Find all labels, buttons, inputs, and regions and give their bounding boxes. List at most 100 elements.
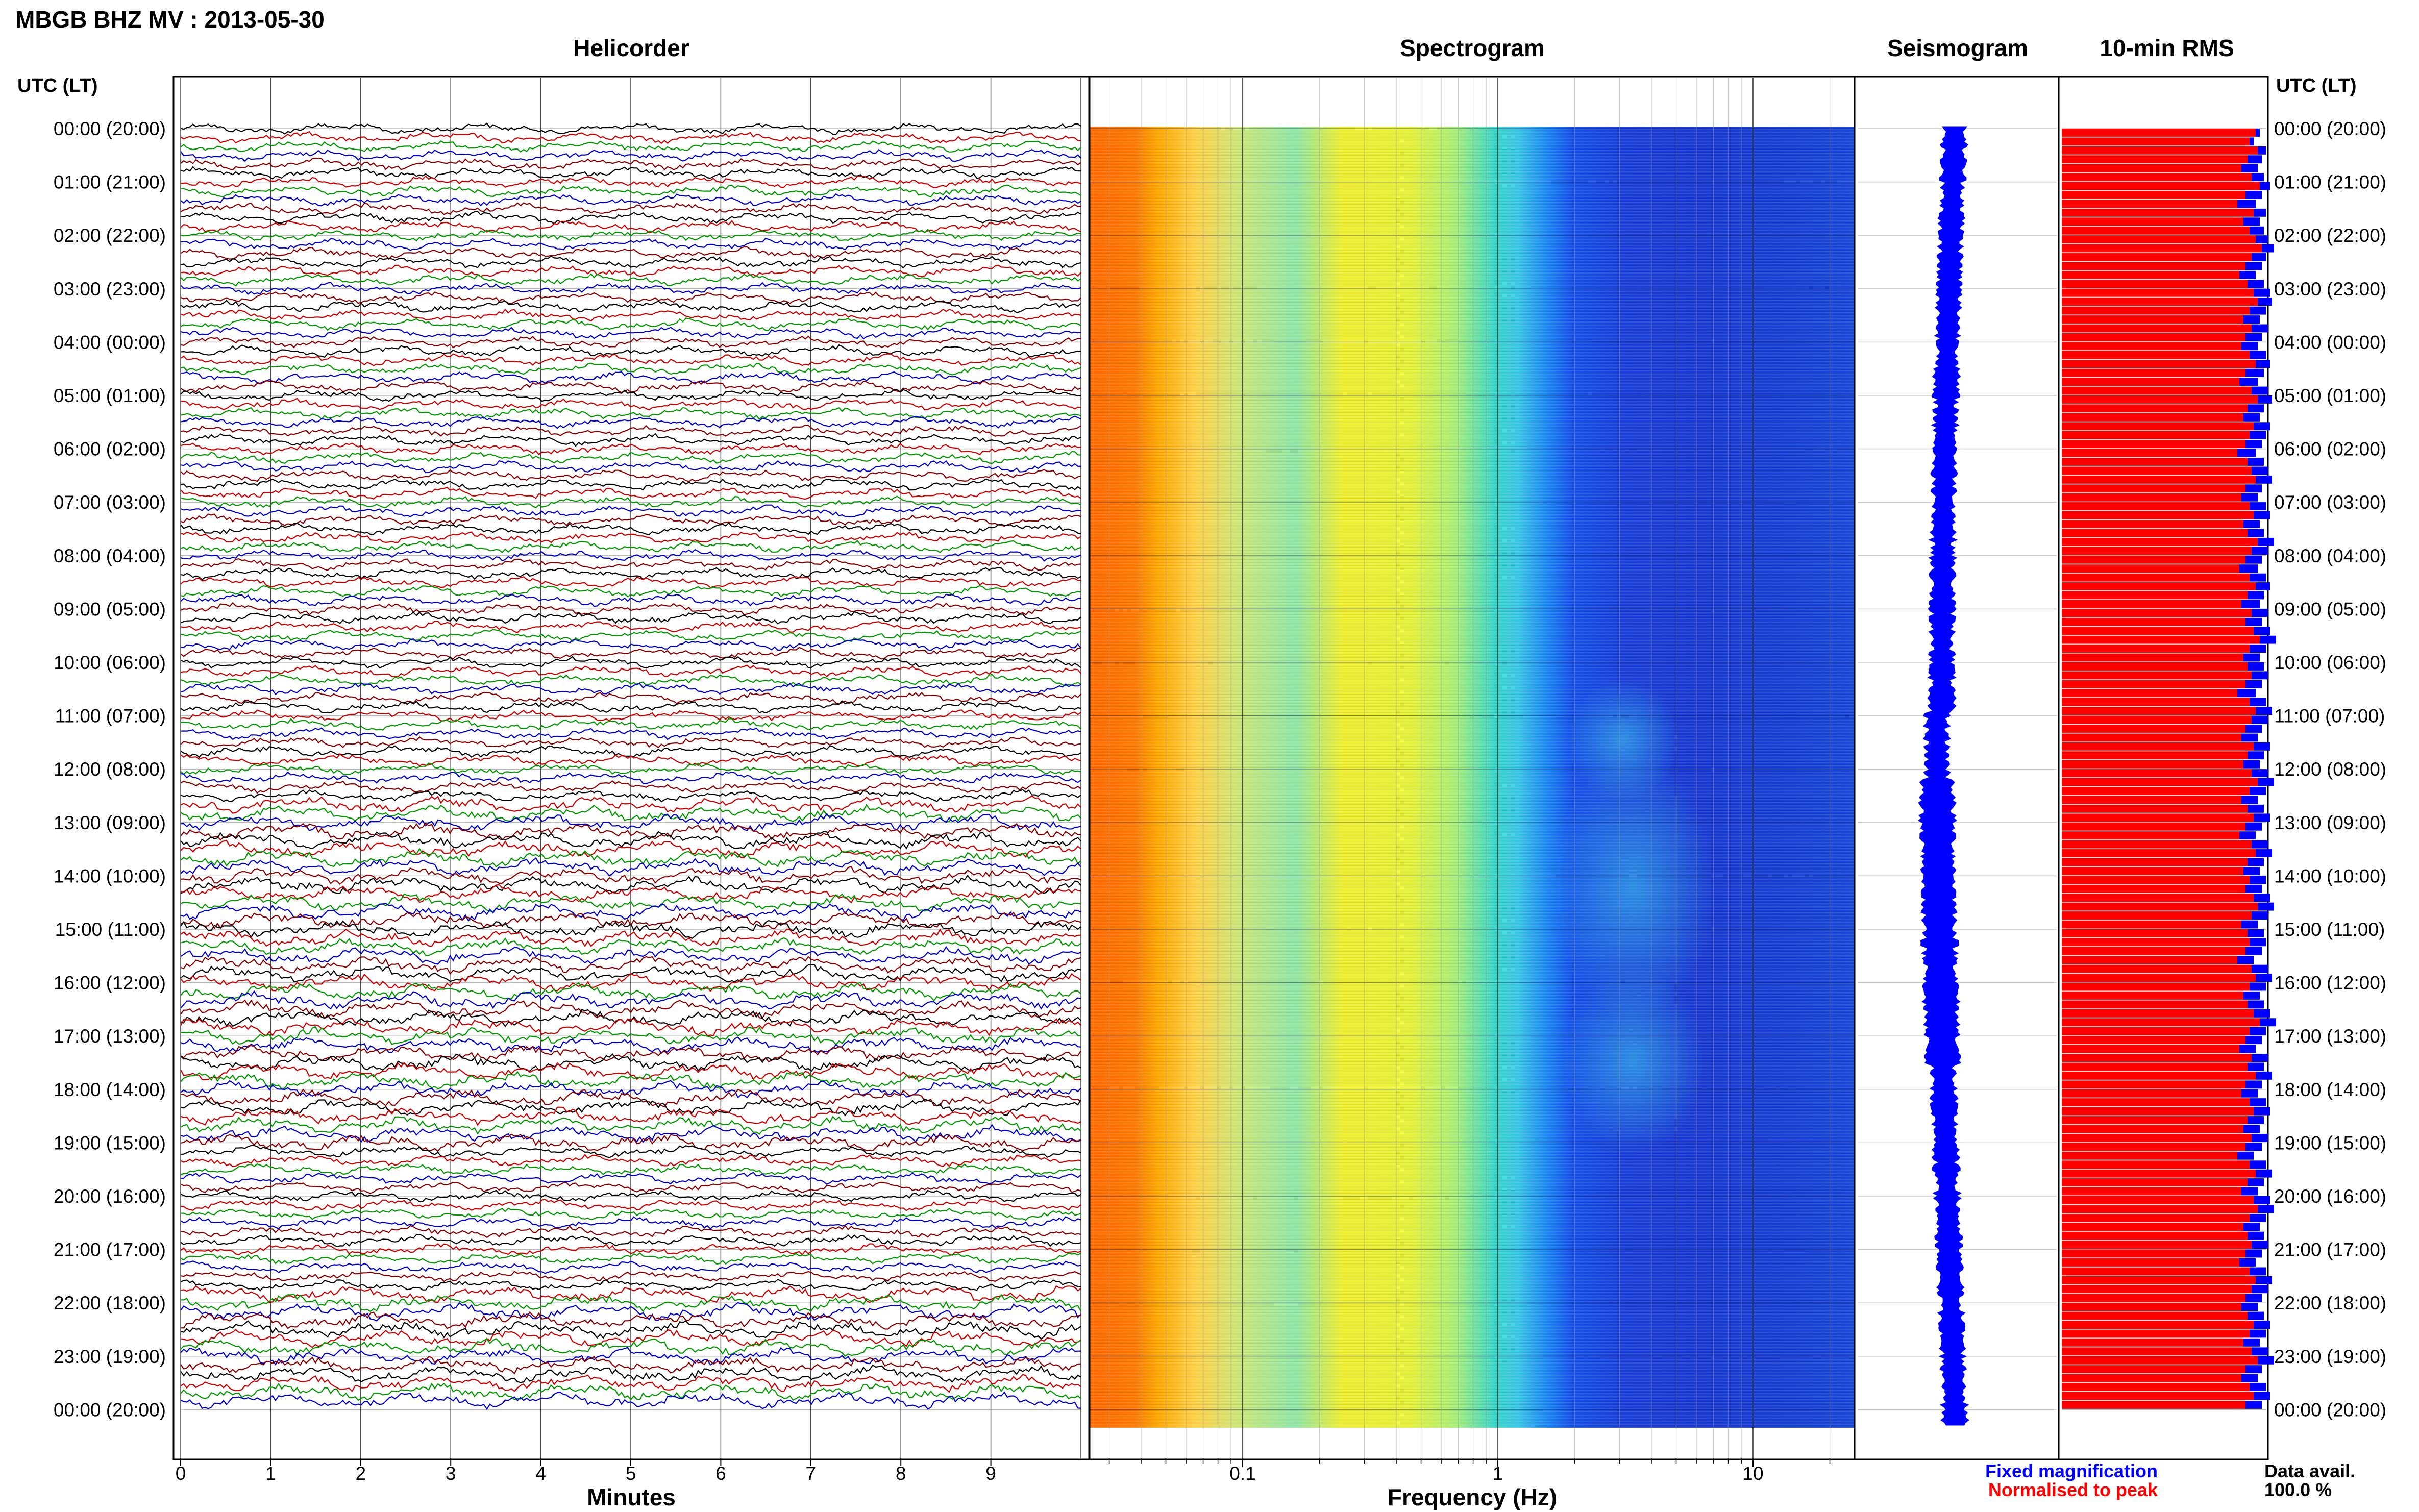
rms-fixed-bar-cap [2254,511,2270,519]
rms-normalised-bar [2062,1062,2248,1071]
helicorder-trace-line [180,1311,1081,1330]
rms-fixed-bar-cap [2256,849,2272,857]
legend-fixed-magnification: Fixed magnification [1985,1460,2158,1481]
rms-normalised-bar [2062,449,2237,457]
helicorder-trace-line [180,990,1081,1010]
rms-fixed-bar-cap [2245,191,2262,199]
helicorder-trace-line [180,1172,1081,1185]
helicorder-trace-line [180,848,1081,868]
rms-normalised-bar [2062,306,2250,315]
legend-normalised-to-peak: Normalised to peak [1988,1479,2158,1500]
time-label-right: 23:00 (19:00) [2274,1346,2386,1367]
rms-fixed-bar-cap [2250,431,2266,439]
rms-normalised-bar [2062,378,2239,386]
helicorder-trace-line [180,228,1081,242]
minutes-axis-label: Minutes [587,1484,676,1510]
time-label-left: 16:00 (12:00) [54,973,166,994]
rms-fixed-bar-cap [2248,804,2264,813]
helicorder-trace-line [180,691,1081,705]
helicorder-trace-line [180,656,1081,669]
rms-fixed-bar-cap [2260,635,2276,644]
rms-normalised-bar [2062,270,2239,279]
helicorder-trace-line [180,478,1081,491]
rms-fixed-bar-cap [2252,1134,2268,1142]
rms-normalised-bar [2062,974,2256,982]
helicorder-trace-line [180,504,1081,518]
helicorder-trace-line [180,576,1081,588]
helicorder-trace-line [180,1098,1081,1117]
rms-fixed-bar-cap [2241,600,2260,608]
grid-lines [180,78,2266,1458]
helicorder-trace-line [180,1036,1081,1054]
helicorder-trace-line [180,611,1081,625]
minute-tick-label: 5 [626,1463,636,1484]
time-label-right: 05:00 (01:00) [2274,385,2386,406]
helicorder-trace-line [180,353,1081,366]
rms-normalised-bar [2062,1329,2250,1338]
time-label-right: 00:00 (20:00) [2274,1399,2386,1420]
time-label-right: 09:00 (05:00) [2274,599,2386,619]
time-label-right: 20:00 (16:00) [2274,1186,2386,1207]
rms-fixed-bar-cap [2241,1303,2258,1311]
time-label-left: 22:00 (18:00) [54,1293,166,1313]
helicorder-trace-line [180,131,1081,144]
rms-normalised-bar [2062,929,2248,937]
rms-normalised-bar [2062,733,2241,742]
rms-fixed-bar-cap [2248,1178,2264,1186]
rms-normalised-bar [2062,1356,2258,1365]
time-label-right: 22:00 (18:00) [2274,1293,2386,1313]
helicorder-trace-line [180,264,1081,277]
time-axis-label-right: UTC (LT) [2276,75,2357,96]
helicorder-trace-line [180,407,1081,420]
rms-normalised-bar [2062,333,2245,341]
helicorder-trace-line [180,1026,1081,1046]
rms-normalised-bar [2062,840,2252,849]
rms-fixed-bar-cap [2254,627,2270,635]
time-label-left: 20:00 (16:00) [54,1186,166,1207]
rms-normalised-bar [2062,458,2248,466]
rms-fixed-bar-cap [2256,129,2260,137]
rms-normalised-bar [2062,867,2243,875]
rms-fixed-bar-cap [2243,760,2260,769]
helicorder-trace-line [180,540,1081,553]
rms-normalised-bar [2062,1187,2241,1196]
rms-normalised-bar [2062,1054,2252,1062]
rms-normalised-bar [2062,1223,2243,1231]
helicorder-trace-line [180,1302,1081,1322]
rms-normalised-bar [2062,1285,2252,1294]
helicorder-trace-line [180,1347,1081,1366]
rms-fixed-bar-cap [2239,270,2256,279]
rms-fixed-bar-cap [2252,1241,2268,1249]
rms-fixed-bar-cap [2239,378,2258,386]
rms-normalised-bar [2062,386,2252,395]
rms-fixed-bar-cap [2250,351,2266,359]
rms-normalised-bar [2062,529,2248,537]
helicorder-trace-line [180,709,1081,722]
rms-normalised-bar [2062,288,2254,297]
helicorder-trace-line [180,1163,1081,1176]
rms-fixed-bar-cap [2237,449,2256,457]
time-label-right: 16:00 (12:00) [2274,973,2386,994]
rms-normalised-bar [2062,404,2248,413]
minute-tick-label: 0 [176,1463,186,1484]
rms-normalised-bar [2062,964,2252,973]
rms-normalised-bar [2062,315,2243,324]
helicorder-trace-line [180,946,1081,965]
rms-fixed-bar-cap [2237,200,2256,208]
time-label-left: 13:00 (09:00) [54,812,166,833]
helicorder-trace-line [180,795,1081,814]
rms-normalised-bar [2062,422,2254,431]
rms-fixed-bar-cap [2241,1187,2258,1196]
time-label-right: 21:00 (17:00) [2274,1240,2386,1260]
helicorder-trace-line [180,202,1081,215]
time-label-left: 05:00 (01:00) [54,385,166,406]
frequency-tick-label: 0.1 [1229,1463,1255,1484]
rms-fixed-bar-cap [2254,1009,2270,1018]
helicorder-trace-line [180,1294,1081,1312]
rms-fixed-bar-cap [2245,947,2262,955]
rms-normalised-bar [2062,244,2262,253]
rms-fixed-bar-cap [2256,707,2272,715]
rms-fixed-bar-cap [2254,1321,2270,1329]
rms-normalised-bar [2062,742,2254,751]
rms-fixed-bar-cap [2258,146,2266,155]
